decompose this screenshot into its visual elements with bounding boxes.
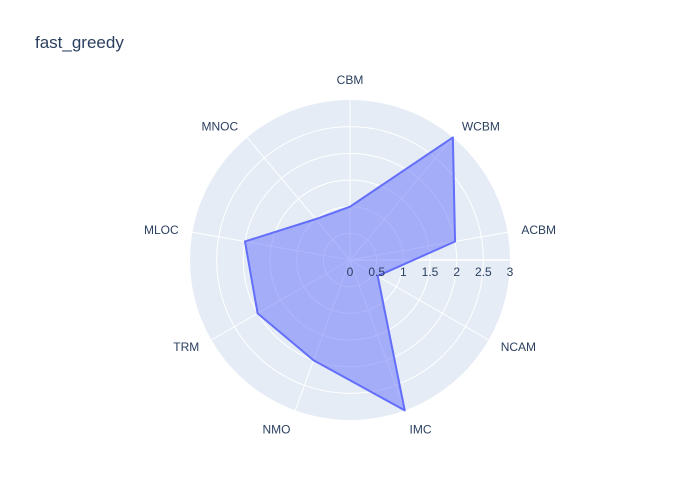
series-polygon <box>243 136 457 412</box>
chart-title: fast_greedy <box>35 33 124 52</box>
category-label-ncam: NCAM <box>501 340 536 354</box>
series-area <box>243 136 457 412</box>
category-labels: CBM WCBM ACBM NCAM IMC NMO TRM MLOC MNOC <box>144 73 556 437</box>
radial-tick-label: 1.5 <box>422 265 439 279</box>
category-label-mloc: MLOC <box>144 223 179 237</box>
radial-tick-label: 2 <box>453 265 460 279</box>
category-label-trm: TRM <box>173 340 199 354</box>
category-label-wcbm: WCBM <box>462 120 500 134</box>
category-label-cbm: CBM <box>337 73 364 87</box>
radial-tick-label: 1 <box>400 265 407 279</box>
radial-tick-label: 0.5 <box>368 265 385 279</box>
category-label-imc: IMC <box>410 423 432 437</box>
category-label-mnoc: MNOC <box>201 120 238 134</box>
radial-tick-label: 0 <box>347 265 354 279</box>
radial-tick-label: 2.5 <box>475 265 492 279</box>
radial-tick-label: 3 <box>507 265 514 279</box>
radial-ticks: 0 0.5 1 1.5 2 2.5 3 <box>347 265 514 279</box>
category-label-acbm: ACBM <box>521 223 556 237</box>
category-label-nmo: NMO <box>262 423 290 437</box>
